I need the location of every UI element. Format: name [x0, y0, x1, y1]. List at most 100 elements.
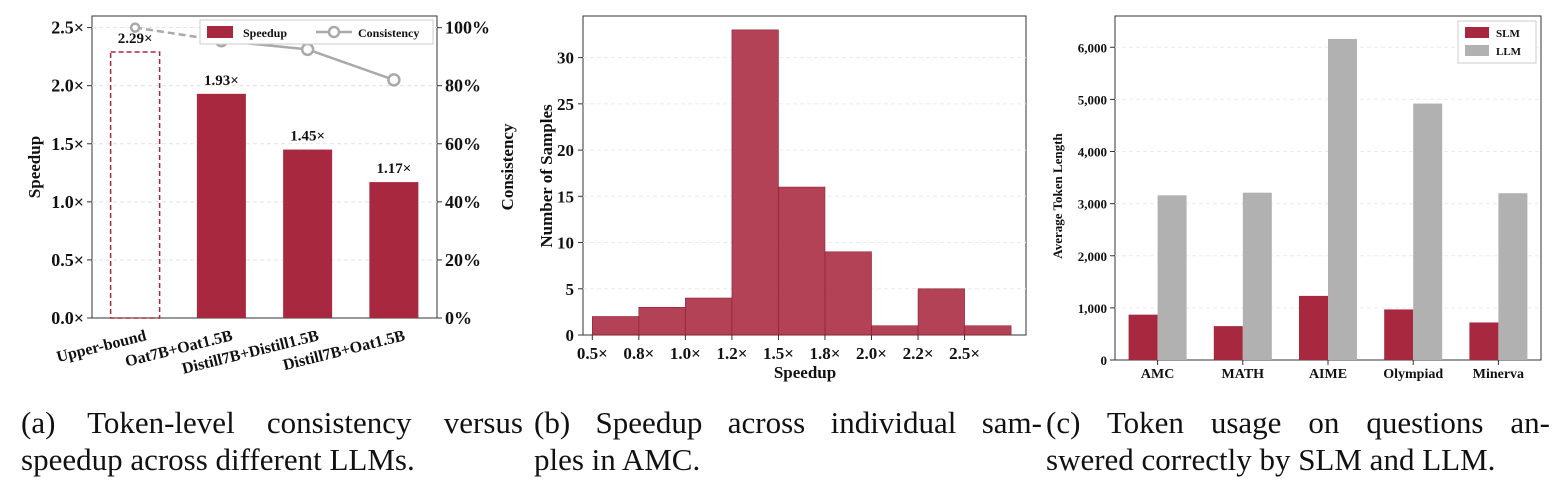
y-tick-label: 2,000 [1078, 249, 1107, 264]
caption-b: (b) Speedup across individual sam- ples … [534, 404, 1042, 478]
y-tick-label: 0 [1101, 353, 1108, 368]
caption-b-line-1: (b) Speedup across individual sam- [534, 405, 1042, 440]
y-tick-label: 15 [557, 187, 574, 206]
right-tick-label: 80% [445, 76, 481, 96]
panel-b: 0.5× 0.8× 1.0× 1.2× 1.5× 1.8× 2.0× 2.2× 2.5× 0 5 1… [537, 15, 1027, 382]
legend-label-slm: SLM [1496, 28, 1520, 40]
bar-speedup [283, 149, 333, 318]
bar-slm [1299, 295, 1328, 360]
consistency-line-segment [307, 48, 395, 82]
left-tick-label: 0.5× [51, 250, 84, 270]
left-tick-label: 1.5× [51, 134, 84, 154]
x-tick-label: 1.8× [810, 344, 841, 363]
right-tick-label: 100% [445, 18, 490, 38]
y-tick-label: 25 [557, 95, 574, 114]
panel-b-ylabel: Number of Samples [537, 104, 556, 248]
y-tick-label: 10 [557, 234, 574, 253]
legend-label-speedup: Speedup [243, 26, 287, 40]
x-tick-label: AIME [1309, 367, 1347, 382]
bar-value-label: 2.29× [118, 31, 153, 47]
right-tick-label: 60% [445, 134, 481, 154]
y-tick-label: 20 [557, 141, 574, 160]
legend-swatch-speedup [207, 26, 233, 38]
left-tick-label: 1.0× [51, 192, 84, 212]
bar-slm [1213, 326, 1243, 360]
y-tick-label: 3,000 [1078, 197, 1107, 212]
y-tick-label: 5,000 [1078, 92, 1107, 107]
x-tick-label: 0.5× [577, 344, 608, 363]
panel-a-legend: Speedup Consistency [199, 19, 434, 45]
x-tick-label: 1.5× [763, 344, 794, 363]
legend-label-llm: LLM [1496, 46, 1522, 58]
x-tick-label: Minerva [1473, 367, 1524, 382]
x-tick-label: 2.0× [856, 344, 887, 363]
x-tick-label: 2.5× [949, 344, 980, 363]
histogram-bar [638, 306, 686, 336]
panel-b-xlabel: Speedup [774, 363, 836, 382]
bar-llm [1328, 38, 1357, 360]
bar-slm [1384, 309, 1414, 360]
x-tick-label: 0.8× [623, 344, 654, 363]
bar-value-label: 1.17× [376, 161, 411, 177]
caption-c-line-1: (c) Token usage on questions an- [1046, 405, 1550, 440]
histogram-bar [824, 251, 872, 336]
y-tick-label: 0 [566, 326, 575, 345]
histogram-bar [731, 29, 779, 336]
panel-a-right-axis-label: Consistency [498, 123, 517, 210]
y-tick-label: 30 [557, 49, 574, 68]
y-tick-label: 4,000 [1078, 145, 1107, 160]
left-tick-label: 2.0× [51, 76, 84, 96]
histogram-bar [778, 186, 826, 336]
bar-llm [1242, 192, 1272, 360]
right-tick-label: 20% [445, 250, 481, 270]
bar-value-label: 1.93× [204, 73, 239, 89]
x-tick-label: AMC [1141, 367, 1174, 382]
panel-a-left-axis-label: Speedup [25, 136, 44, 198]
histogram-bar [592, 316, 640, 336]
legend-swatch-slm [1465, 27, 1489, 38]
x-tick-label: 1.0× [670, 344, 701, 363]
caption-b-line-2: ples in AMC. [534, 442, 701, 477]
right-tick-label: 40% [445, 192, 481, 212]
x-tick-label: 2.2× [903, 344, 934, 363]
panel-a-frame [91, 15, 438, 319]
consistency-point [129, 22, 141, 33]
panel-c: AMC MATH AIME Olympiad Minerva 0 1,000 2,000 3,… [1050, 15, 1542, 382]
caption-a: (a) Token-level consistency versus speed… [21, 404, 523, 478]
bar-value-label: 1.45× [290, 129, 325, 145]
caption-a-line-2: speedup across different LLMs. [21, 442, 415, 477]
left-tick-label: 0.0× [51, 308, 84, 328]
x-tick-label: 1.2× [716, 344, 747, 363]
caption-c: (c) Token usage on questions an- swered … [1046, 404, 1550, 478]
y-tick-label: 6,000 [1078, 40, 1107, 55]
caption-a-line-1: (a) Token-level consistency versus [21, 405, 523, 440]
histogram-bar [685, 297, 733, 336]
consistency-point [387, 73, 401, 87]
y-tick-label: 1,000 [1078, 301, 1107, 316]
y-tick-label: 5 [566, 280, 575, 299]
bar-speedup [196, 93, 246, 318]
bar-llm [1157, 195, 1187, 360]
bar-slm [1128, 314, 1158, 360]
panel-c-ylabel: Average Token Length [1050, 133, 1065, 259]
bar-speedup [369, 182, 419, 318]
histogram-bar [917, 288, 965, 336]
panel-a: 2.29× 1.93× 1.45× 1.17× 0.0× 0.5× 1.0× 1.5× 2.0… [25, 15, 517, 378]
histogram-bar [964, 325, 1012, 336]
bar-llm [1413, 103, 1443, 361]
right-tick-label: 0% [445, 308, 472, 328]
figure-canvas: 2.29× 1.93× 1.45× 1.17× 0.0× 0.5× 1.0× 1.5× 2.0… [25, 15, 1542, 382]
x-tick-label: Olympiad [1383, 367, 1443, 382]
x-tick-label: MATH [1222, 367, 1265, 382]
caption-c-line-2: swered correctly by SLM and LLM. [1046, 442, 1496, 477]
consistency-point [300, 42, 315, 57]
bar-llm [1498, 193, 1528, 360]
bar-slm [1469, 322, 1499, 360]
legend-label-consistency: Consistency [358, 26, 419, 40]
left-tick-label: 2.5× [51, 18, 84, 38]
legend-marker-consistency [327, 25, 341, 39]
panel-c-legend: SLM LLM [1457, 20, 1537, 64]
legend-swatch-llm [1465, 45, 1489, 56]
histogram-bar [871, 325, 919, 336]
bar-upper-bound [109, 51, 161, 319]
